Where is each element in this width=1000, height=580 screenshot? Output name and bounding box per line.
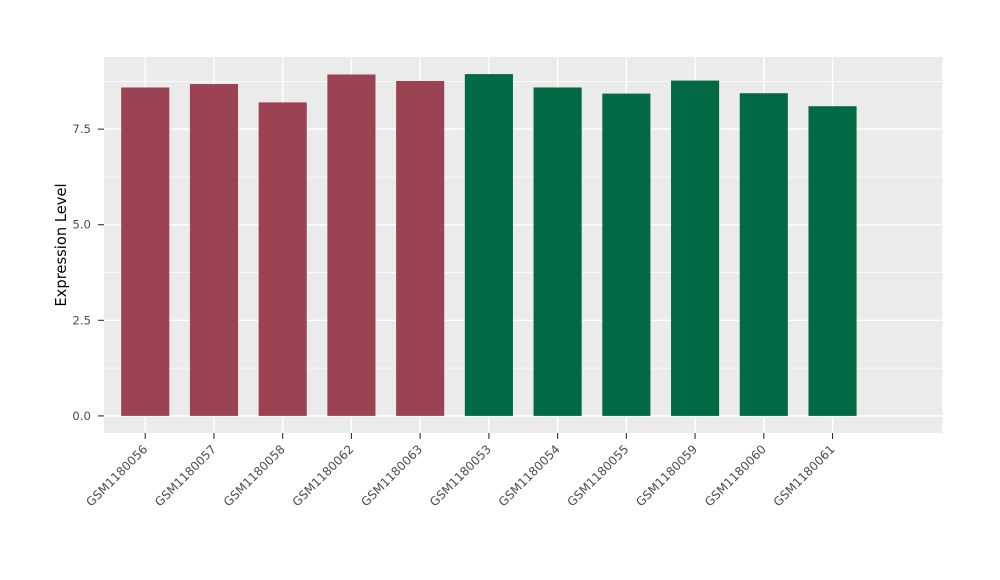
y-tick-label: 7.5: [72, 122, 91, 136]
bar-GSM1180062: [327, 74, 376, 416]
minor-gridlines: [104, 80, 943, 369]
bar-GSM1180055: [602, 93, 651, 416]
y-tick-label: 2.5: [72, 313, 91, 327]
x-tick-label: GSM1180057: [152, 442, 219, 509]
bars: [121, 74, 857, 416]
x-tick-label: GSM1180059: [633, 442, 700, 509]
x-tick-label: GSM1180060: [702, 442, 769, 509]
y-tick-label: 5.0: [72, 218, 91, 232]
bar-GSM1180061: [808, 106, 857, 416]
bar-GSM1180063: [396, 80, 445, 416]
x-tick-label: GSM1180063: [358, 442, 425, 509]
x-tick-label: GSM1180054: [496, 442, 563, 509]
y-axis-title: Expression Level: [53, 183, 70, 306]
y-axis-tick-labels: 0.0 2.5 5.0 7.5: [72, 122, 91, 423]
bar-GSM1180060: [739, 93, 788, 416]
bar-GSM1180059: [671, 80, 720, 416]
x-tick-label: GSM1180062: [290, 442, 357, 509]
bar-GSM1180058: [258, 102, 307, 416]
x-tick-label: GSM1180055: [564, 442, 631, 509]
x-tick-label: GSM1180056: [83, 442, 150, 509]
panel-background: [104, 57, 943, 433]
y-tick-label: 0.0: [72, 409, 91, 423]
bar-GSM1180054: [533, 87, 582, 416]
x-axis-tick-labels: GSM1180056 GSM1180057 GSM1180058 GSM1180062…: [83, 442, 837, 509]
bar-GSM1180056: [121, 87, 170, 416]
bar-GSM1180057: [189, 84, 239, 416]
x-tick-label: GSM1180058: [221, 442, 288, 509]
x-tick-label: GSM1180053: [427, 442, 494, 509]
chart-panel: [104, 57, 943, 433]
x-tick-label: GSM1180061: [771, 442, 838, 509]
bar-GSM1180053: [464, 74, 513, 416]
axis-tick-marks: [98, 128, 834, 439]
